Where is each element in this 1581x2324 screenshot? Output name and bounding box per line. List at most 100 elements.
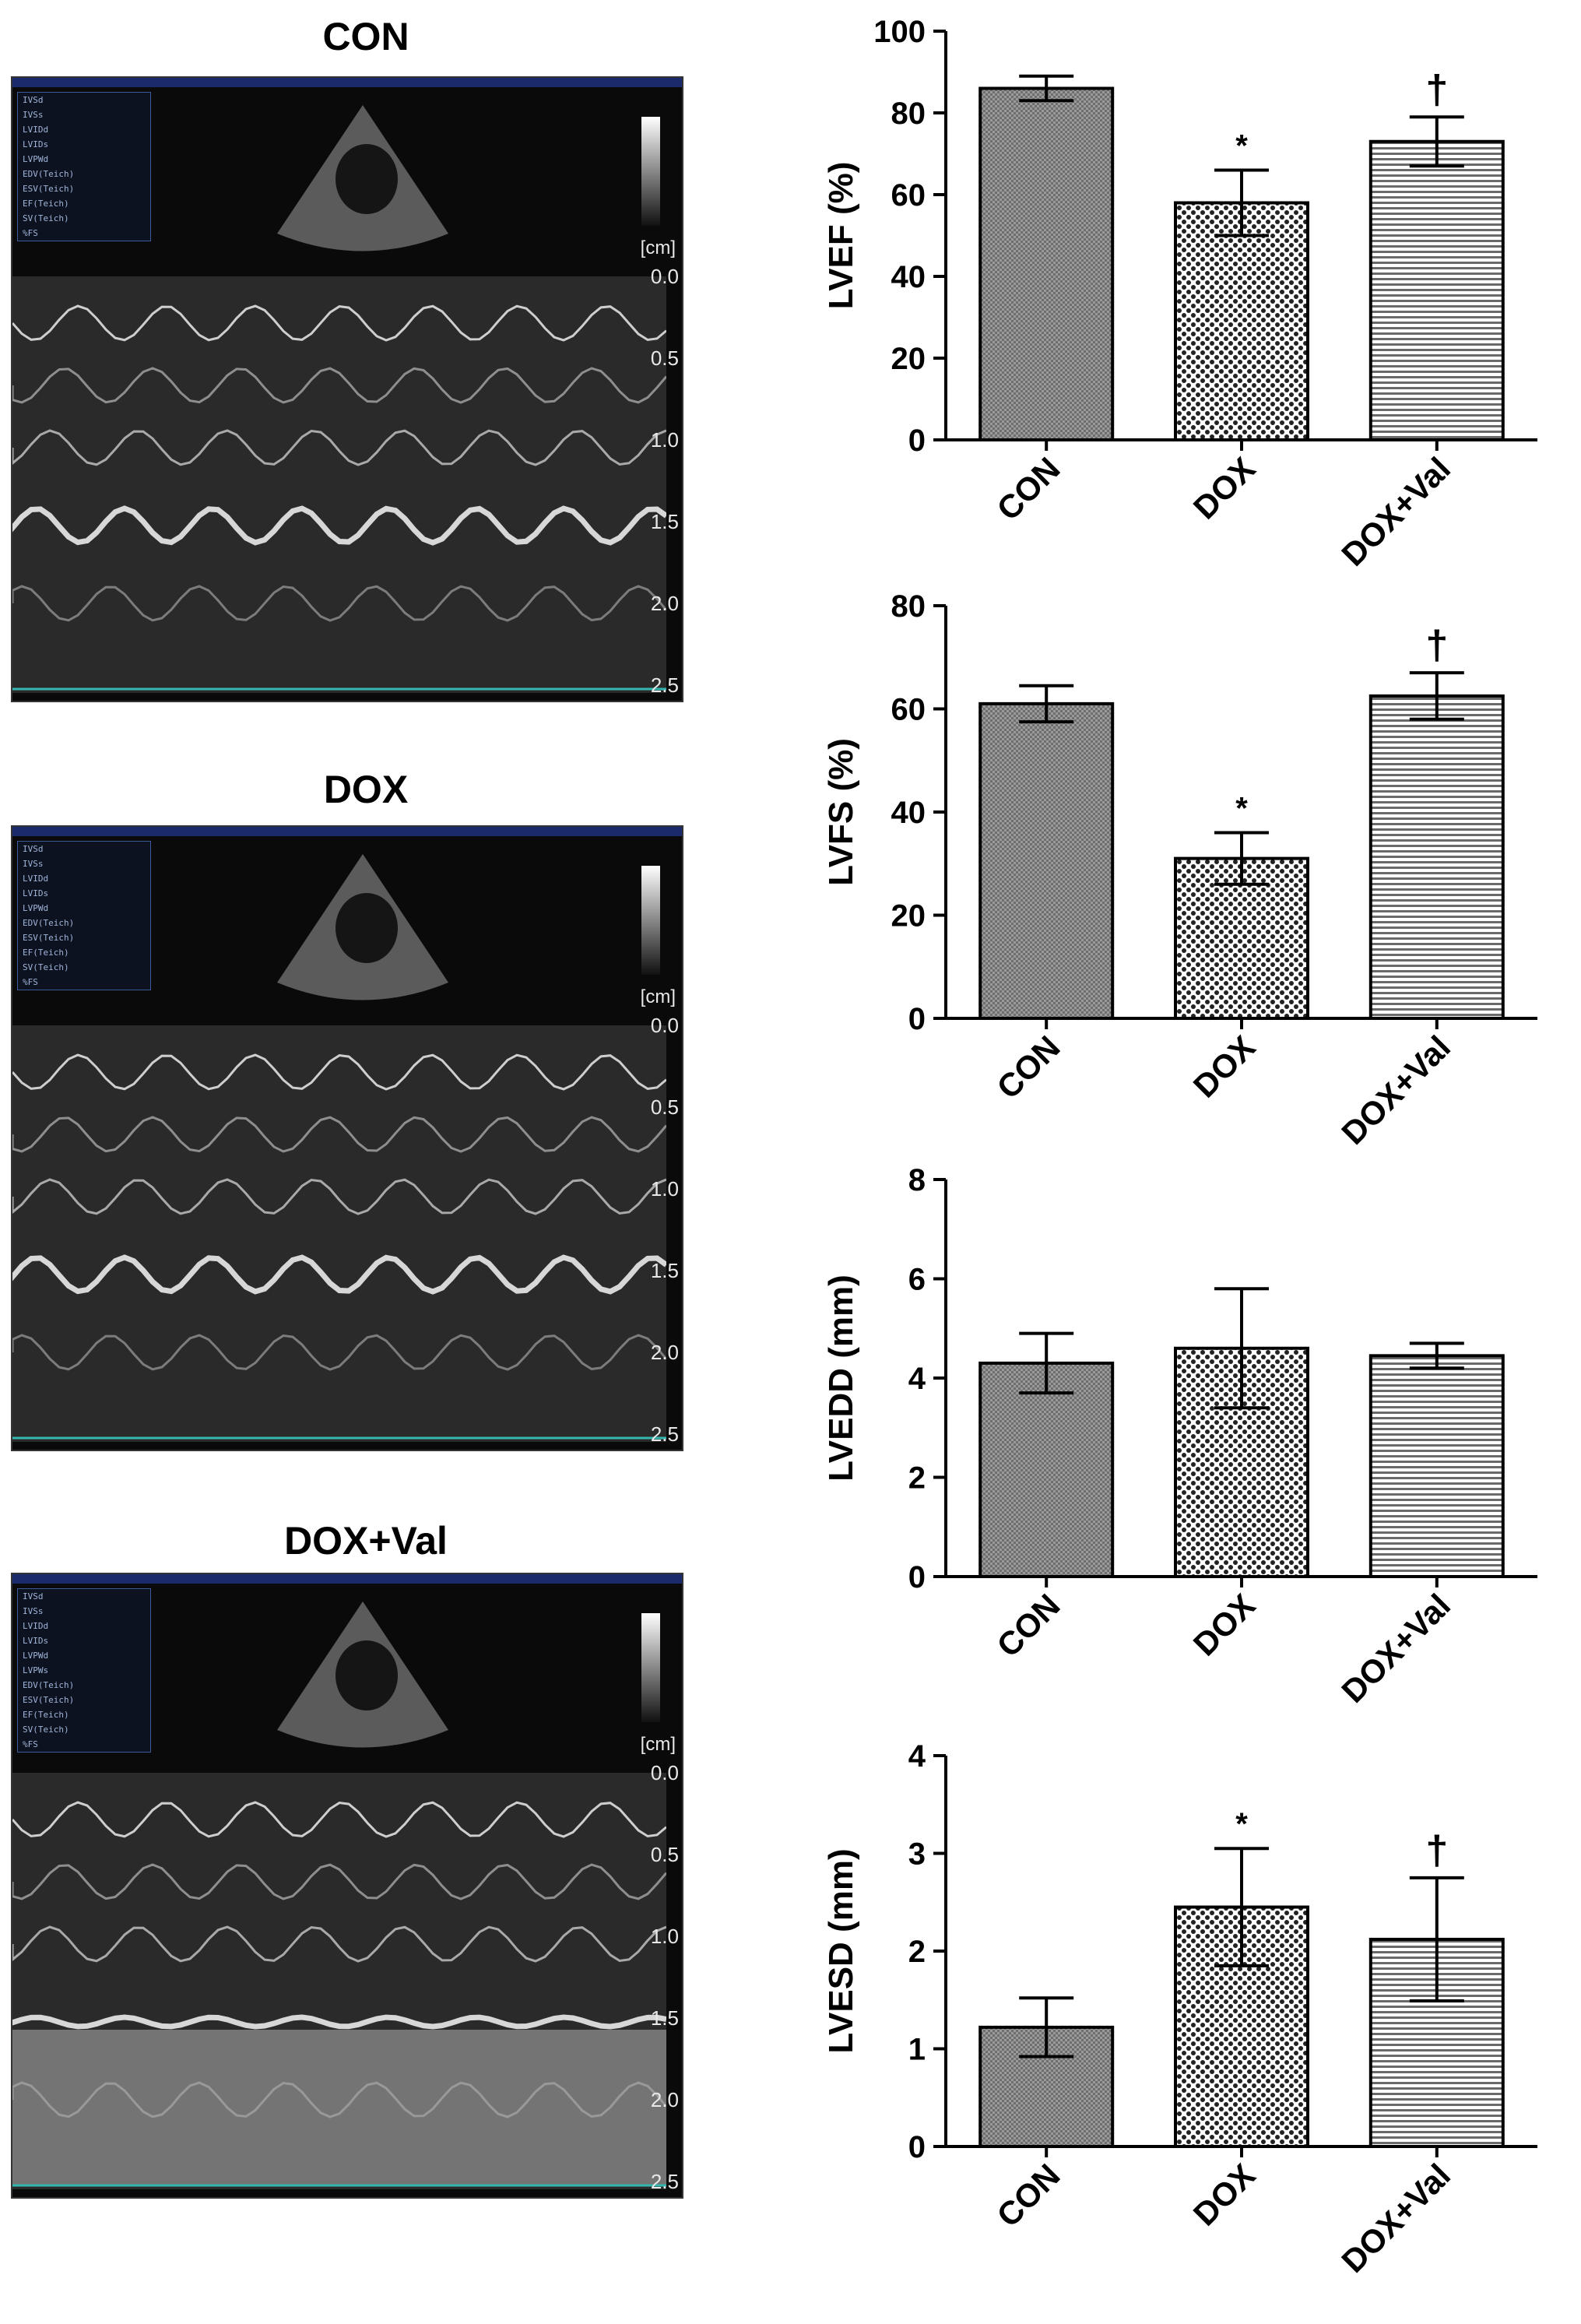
measurement-label: LVPWd — [23, 154, 49, 164]
y-axis-label: LVEF (%) — [822, 162, 860, 310]
depth-tick-label: 0.5 — [650, 1095, 679, 1119]
measurement-label: EDV(Teich) — [23, 169, 75, 179]
measurement-label: IVSs — [23, 859, 44, 869]
measurement-label: LVIDs — [23, 888, 49, 898]
x-tick-label: DOX — [1186, 450, 1263, 526]
bar-dox — [1174, 201, 1309, 441]
depth-tick-label: 1.5 — [650, 2006, 679, 2030]
y-tick-label: 4 — [908, 1362, 926, 1396]
y-tick-label: 40 — [891, 260, 926, 294]
bar-dox-val — [1368, 694, 1505, 1020]
depth-tick-label: 1.5 — [650, 510, 679, 533]
bar-dox-val — [1368, 139, 1505, 441]
y-tick-label: 20 — [891, 342, 926, 376]
measurement-label: LVIDd — [23, 1621, 49, 1631]
significance-marker: † — [1425, 623, 1448, 668]
measurement-label: LVIDd — [23, 125, 49, 135]
depth-tick-label: 1.0 — [650, 1177, 679, 1201]
x-tick-label: CON — [989, 450, 1066, 527]
echo-image: IVSd IVSs LVIDd LVIDs LVPWd LVPWs EDV(Teich) ES… — [11, 1573, 683, 2199]
depth-tick-label: 0.0 — [650, 1761, 679, 1784]
measurement-label: %FS — [23, 977, 38, 987]
y-tick-label: 2 — [908, 1935, 926, 1969]
y-tick-label: 0 — [908, 1002, 926, 1036]
measurement-label: LVIDs — [23, 139, 49, 149]
echo-image: IVSd IVSs LVIDd LVIDs LVPWd EDV(Teich) ESV(Tei… — [11, 825, 683, 1451]
bar-dox-val — [1368, 1354, 1505, 1578]
measurement-label: LVIDs — [23, 1636, 49, 1646]
depth-tick-label: 0.0 — [650, 1014, 679, 1037]
measurement-label: LVPWs — [23, 1665, 49, 1675]
y-tick-label: 20 — [891, 899, 926, 933]
b-mode-sector — [277, 1601, 448, 1748]
y-tick-label: 8 — [908, 1163, 926, 1197]
x-tick-label: DOX+Val — [1334, 1028, 1457, 1151]
y-tick-label: 2 — [908, 1461, 926, 1496]
y-tick-label: 6 — [908, 1263, 926, 1297]
significance-marker: * — [1235, 129, 1248, 163]
significance-marker: * — [1235, 1807, 1248, 1841]
depth-tick-label: 1.0 — [650, 428, 679, 452]
y-tick-label: 40 — [891, 796, 926, 830]
x-tick-label: DOX+Val — [1334, 450, 1457, 573]
depth-tick-label: 2.5 — [650, 2170, 679, 2193]
measurement-label: IVSd — [23, 844, 44, 854]
measurement-label: ESV(Teich) — [23, 1695, 75, 1705]
gray-scale-bar — [641, 117, 660, 226]
measurement-label: LVPWd — [23, 903, 49, 913]
depth-tick-label: 0.5 — [650, 1843, 679, 1866]
y-tick-label: 0 — [908, 2130, 926, 2164]
y-axis-label: LVFS (%) — [822, 738, 860, 886]
measurement-label: EF(Teich) — [23, 1710, 69, 1720]
depth-tick-label: 1.0 — [650, 1925, 679, 1948]
x-tick-label: CON — [989, 1587, 1066, 1664]
measurement-label: SV(Teich) — [23, 1725, 69, 1735]
y-tick-label: 60 — [891, 693, 926, 727]
measurement-label: EDV(Teich) — [23, 1680, 75, 1690]
gray-scale-bar — [641, 1613, 660, 1722]
measurement-label: %FS — [23, 1739, 38, 1749]
x-tick-label: DOX+Val — [1334, 1587, 1457, 1710]
measurement-label: EF(Teich) — [23, 199, 69, 209]
echo-header-bar — [12, 78, 682, 87]
bar-con — [978, 1361, 1115, 1578]
measurement-label: IVSd — [23, 1591, 44, 1601]
bar-con — [978, 701, 1115, 1020]
y-tick-label: 0 — [908, 1560, 926, 1594]
x-tick-label: CON — [989, 1028, 1066, 1106]
y-tick-label: 80 — [891, 589, 926, 624]
measurement-label: LVPWd — [23, 1651, 49, 1661]
significance-marker: † — [1425, 67, 1448, 112]
m-mode-trace — [12, 1025, 666, 1442]
echo-title: DOX — [323, 768, 409, 811]
y-tick-label: 4 — [908, 1739, 926, 1774]
measurement-label: %FS — [23, 228, 38, 238]
bar-con — [978, 86, 1115, 441]
echo-title: CON — [322, 15, 409, 58]
measurement-label: IVSs — [23, 110, 44, 120]
y-tick-label: 3 — [908, 1837, 926, 1872]
depth-unit-label: [cm] — [640, 986, 676, 1007]
depth-unit-label: [cm] — [640, 1734, 676, 1755]
y-tick-label: 1 — [908, 2033, 926, 2067]
depth-scale: 0.0 0.5 1.0 1.5 2.0 2.5 — [635, 265, 682, 701]
depth-scale: 0.0 0.5 1.0 1.5 2.0 2.5 — [635, 1014, 682, 1450]
measurement-label: SV(Teich) — [23, 213, 69, 223]
depth-tick-label: 2.0 — [650, 1341, 679, 1364]
significance-marker: * — [1235, 792, 1248, 826]
y-tick-label: 0 — [908, 424, 926, 458]
measurement-label: IVSs — [23, 1606, 44, 1616]
y-tick-label: 60 — [891, 178, 926, 213]
m-mode-trace — [12, 276, 666, 693]
measurement-list: IVSd IVSs LVIDd LVIDs LVPWd EDV(Teich) ESV(Tei… — [17, 841, 151, 990]
measurement-label: IVSd — [23, 95, 44, 105]
depth-tick-label: 0.5 — [650, 346, 679, 370]
y-axis-label: LVESD (mm) — [822, 1848, 860, 2053]
y-tick-label: 100 — [873, 15, 926, 49]
echo-header-bar — [12, 1574, 682, 1584]
x-tick-label: DOX — [1186, 1587, 1263, 1663]
measurement-label: SV(Teich) — [23, 962, 69, 972]
depth-tick-label: 2.0 — [650, 592, 679, 615]
x-tick-label: DOX — [1186, 2157, 1263, 2233]
